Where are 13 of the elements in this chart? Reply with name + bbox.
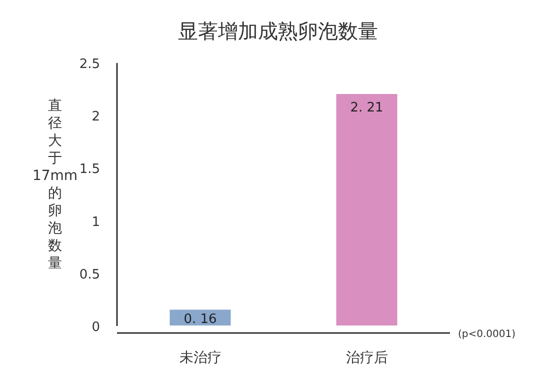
text: (p<0.0001) xyxy=(458,329,516,340)
y-tick-label: 1 xyxy=(92,214,100,230)
text: 直径大于17mm的卵泡数量 xyxy=(32,98,78,272)
y-tick-label: 2.5 xyxy=(79,57,100,72)
y-tick-label: 1.5 xyxy=(79,162,100,178)
data-label: 0. 16 xyxy=(184,312,217,328)
y-tick-label: 2 xyxy=(92,110,100,125)
chart-title: 显著增加成熟卵泡数量 xyxy=(178,19,378,43)
x-tick-label: 治疗后 xyxy=(346,350,388,366)
data-label: 2. 21 xyxy=(350,100,384,116)
y-tick-label: 0.5 xyxy=(79,267,100,282)
x-tick-label: 未治疗 xyxy=(179,350,222,366)
y-tick-label: 0 xyxy=(92,320,100,335)
